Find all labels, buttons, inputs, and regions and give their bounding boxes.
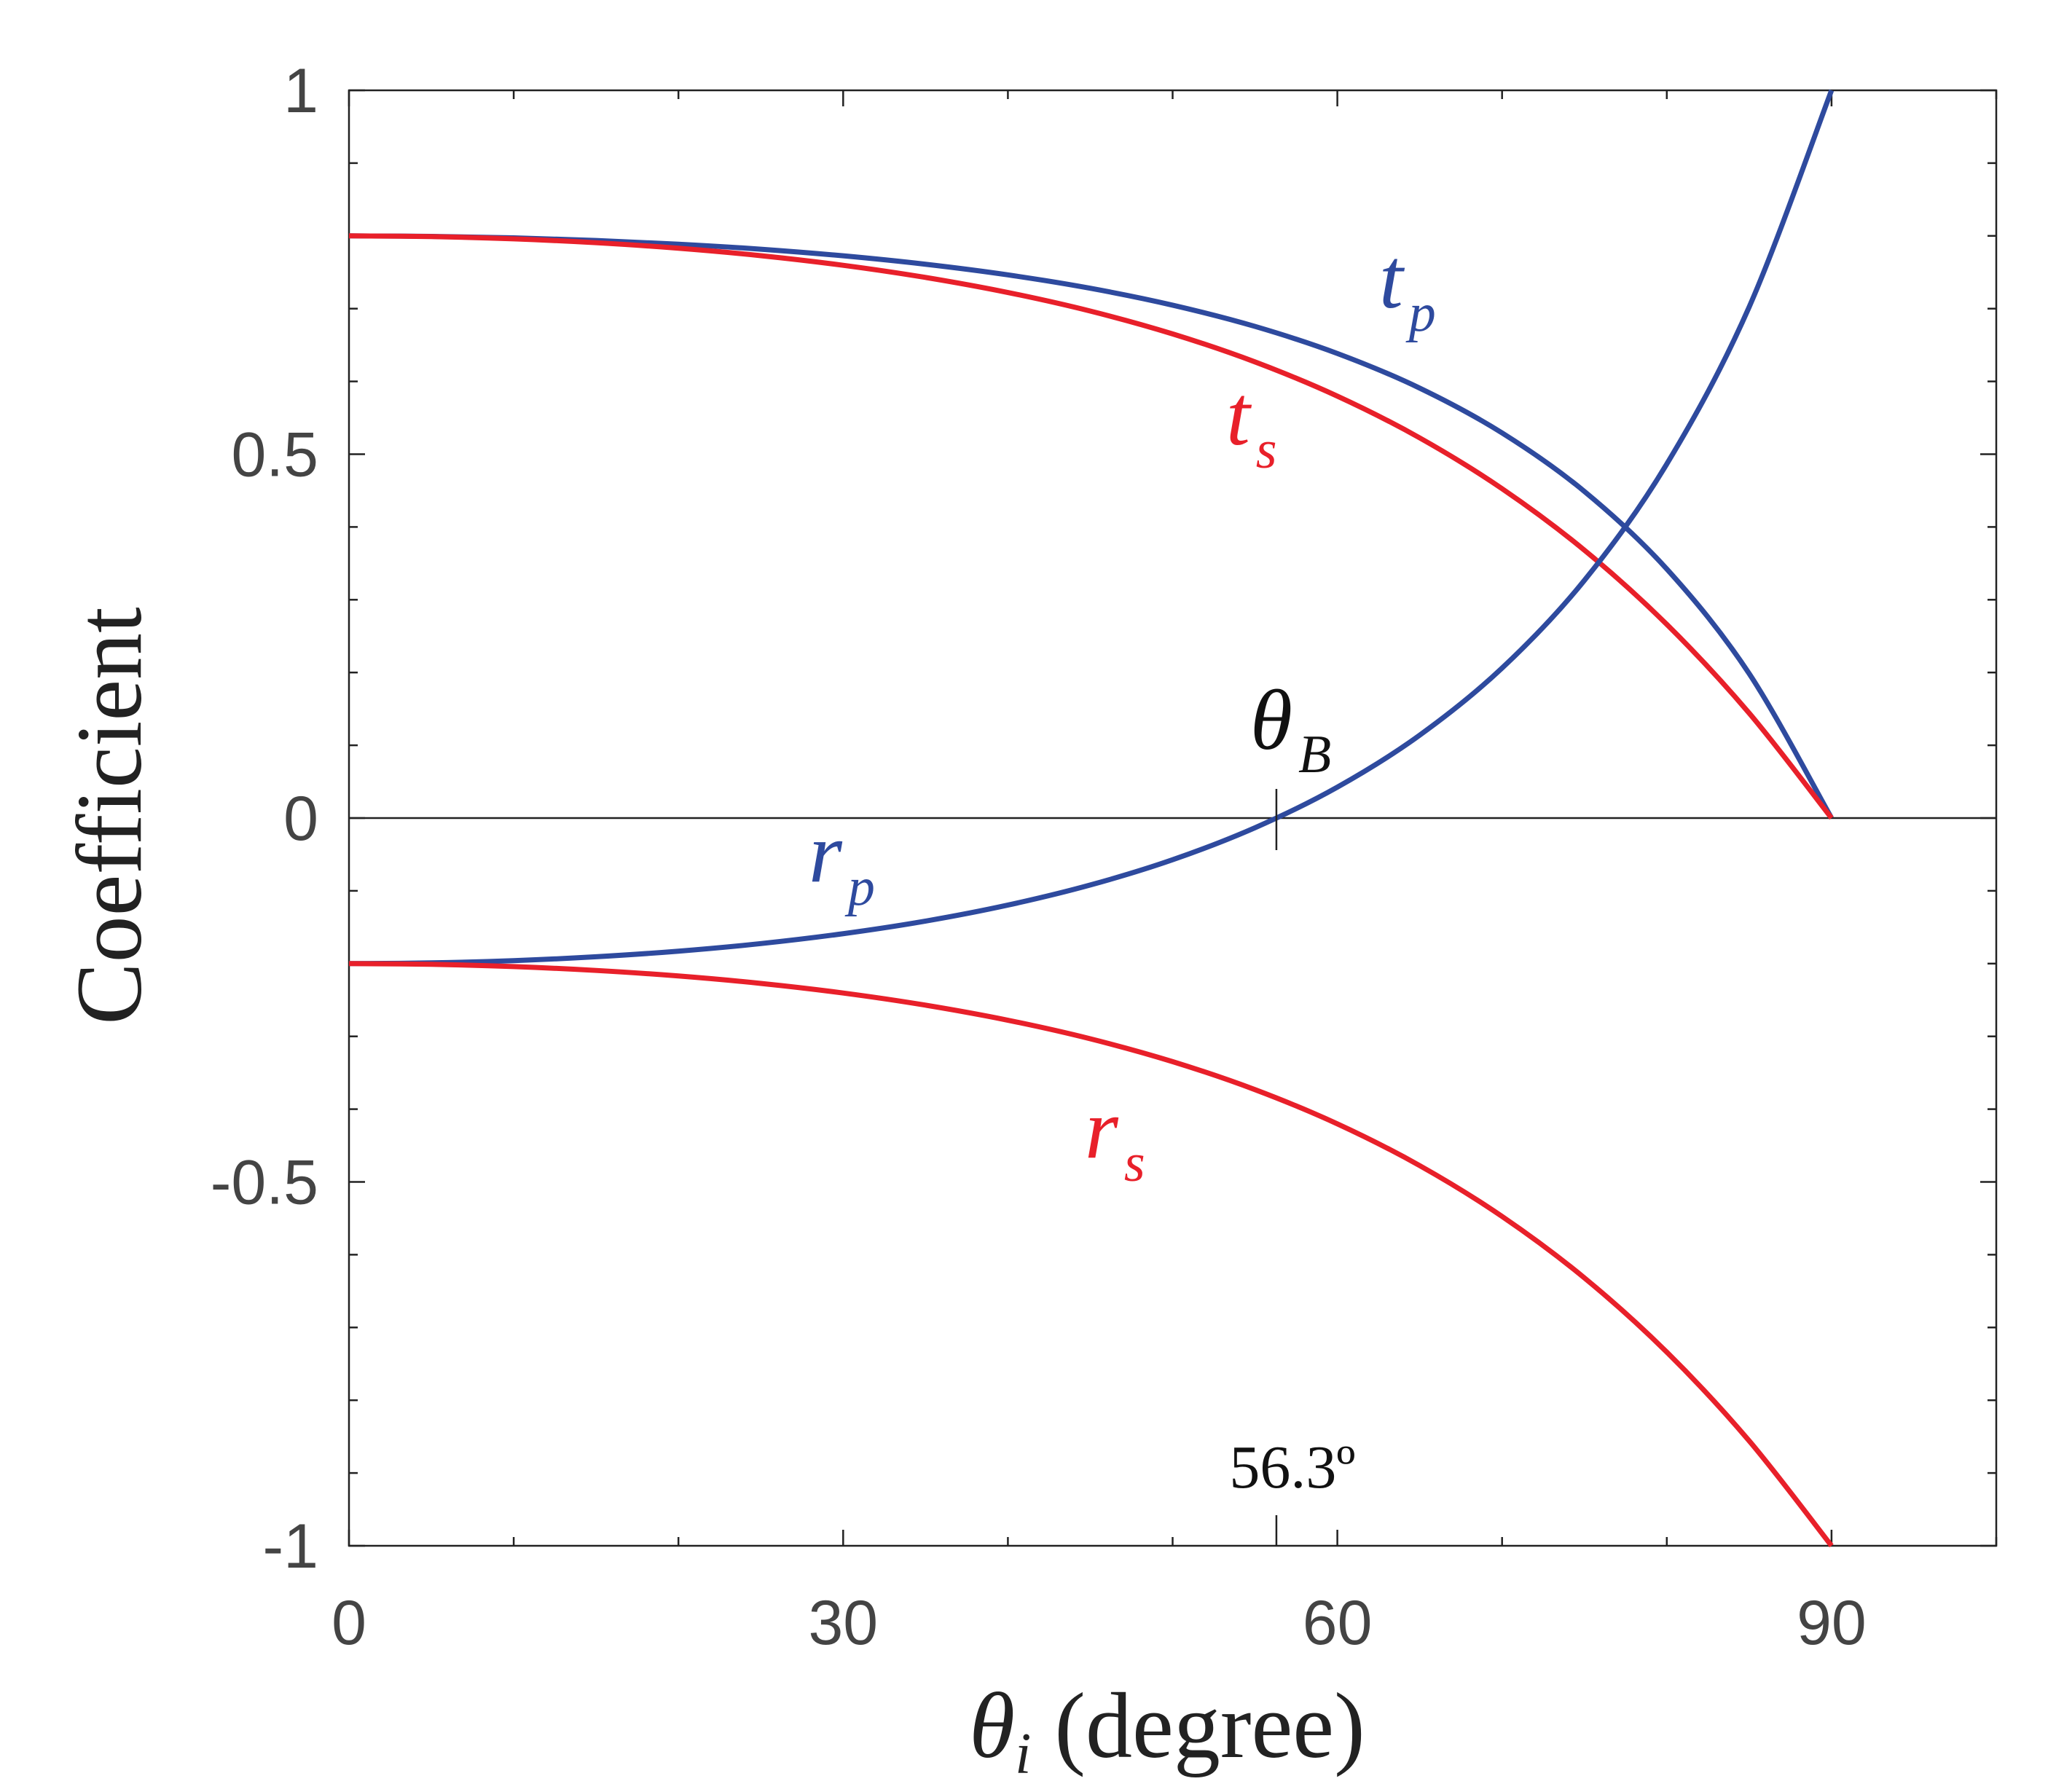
- brewster-label-sub: B: [1298, 725, 1331, 785]
- x-tick-label: 0: [331, 1588, 366, 1658]
- curve: [348, 961, 1834, 1548]
- brewster-label-main: θ: [1250, 672, 1292, 768]
- brewster-angle-label: 56.3º: [1229, 1434, 1355, 1501]
- x-axis-label: θi (degree): [969, 1674, 1365, 1786]
- y-tick-label: 0: [283, 784, 318, 854]
- y-tick-label: 1: [283, 56, 318, 126]
- curve: [348, 233, 1834, 820]
- x-label-main: θ: [969, 1674, 1015, 1777]
- curve: [348, 233, 1834, 820]
- y-tick-label: 0.5: [231, 420, 318, 490]
- x-label-rest: (degree): [1031, 1674, 1365, 1777]
- y-axis-label: Coefficient: [58, 607, 161, 1024]
- y-tick-label: -1: [263, 1512, 318, 1581]
- x-tick-label: 30: [808, 1588, 878, 1658]
- curve-label-main: r: [809, 805, 843, 900]
- curve: [348, 89, 1835, 967]
- curve-label-main: t: [1226, 368, 1252, 463]
- curve-label-main: r: [1085, 1081, 1119, 1176]
- curve-label-sub: p: [1405, 283, 1436, 343]
- curve-label-sub: p: [844, 857, 875, 917]
- x-label-sub: i: [1015, 1722, 1031, 1786]
- curve-label-sub: s: [1124, 1133, 1145, 1193]
- curve-label-main: t: [1379, 231, 1405, 326]
- x-tick-label: 60: [1303, 1588, 1373, 1658]
- x-tick-label: 90: [1797, 1588, 1867, 1658]
- y-tick-label: -0.5: [211, 1148, 318, 1218]
- curve-label-sub: s: [1256, 420, 1277, 480]
